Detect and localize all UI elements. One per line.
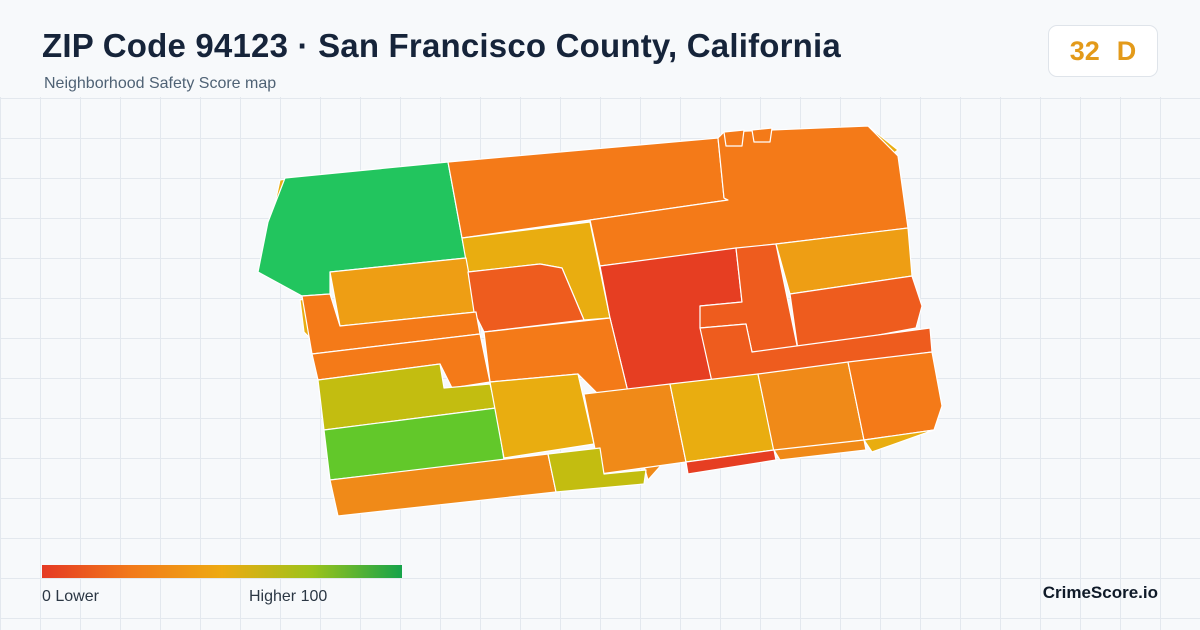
map-region[interactable] [863,429,935,453]
header-band [0,0,1200,97]
score-value: 32 [1069,35,1100,66]
map-region[interactable] [669,373,775,463]
legend-low-label: 0 Lower [42,588,99,605]
map-region[interactable] [685,449,777,475]
page-title: ZIP Code 94123 · San Francisco County, C… [42,27,841,64]
map-subtitle: Neighborhood Safety Score map [44,75,277,92]
map-region[interactable] [489,373,595,459]
map-region[interactable] [757,361,865,453]
map-region[interactable] [847,351,943,441]
map-region[interactable] [723,129,745,147]
legend-high-label: Higher 100 [249,588,328,605]
map-region[interactable] [773,439,867,461]
map-region[interactable] [751,127,773,143]
safety-score-badge: 32 D [1048,25,1158,77]
score-grade: D [1116,35,1137,66]
brand-logo-text[interactable]: CrimeScore.io [1042,583,1158,602]
map-region[interactable] [789,275,923,351]
map-region[interactable] [547,447,647,493]
legend-gradient-bar [42,565,402,578]
